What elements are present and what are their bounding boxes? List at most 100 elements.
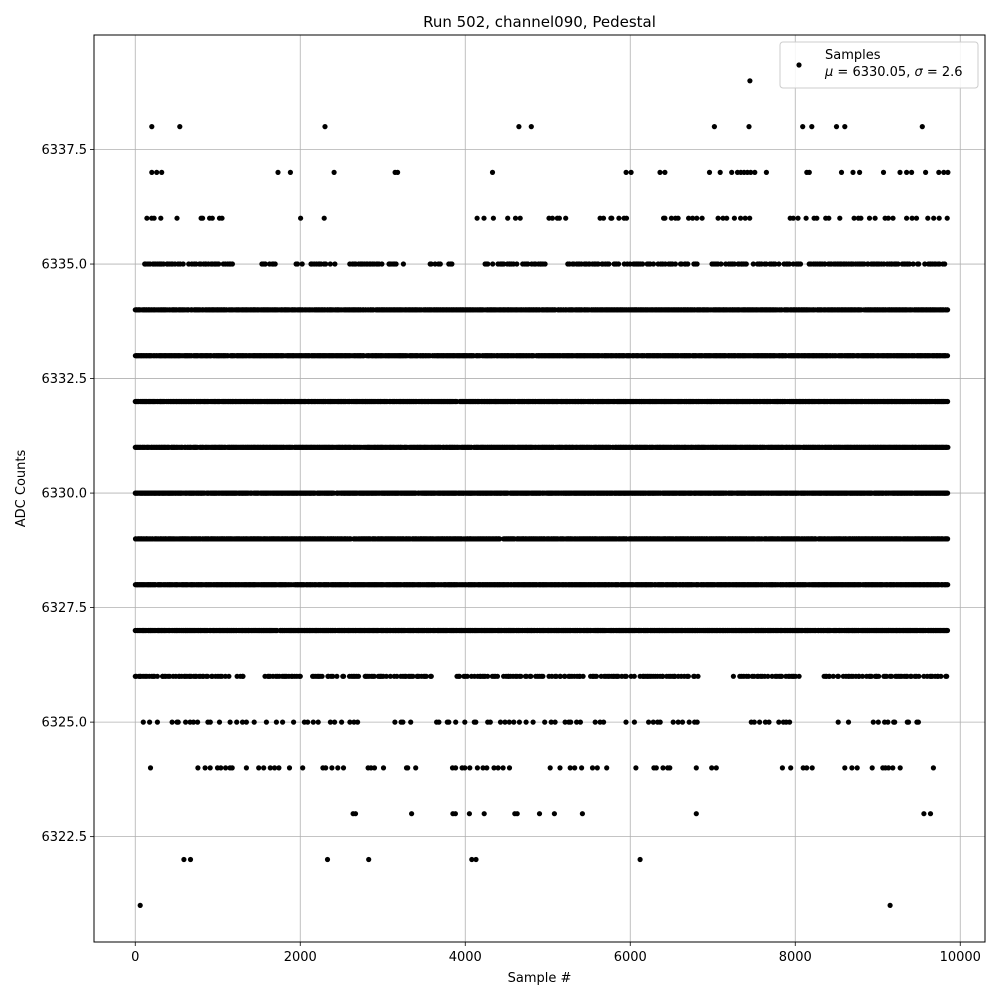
data-point [294,261,301,267]
data-point [595,261,601,267]
data-point [332,261,338,267]
data-point [219,215,225,221]
data-point [910,261,916,267]
data-point [616,261,622,267]
data-point [731,215,738,221]
data-point [690,215,696,221]
data-point [514,261,520,267]
data-point [906,261,913,267]
data-point [662,215,668,221]
data-point [675,215,681,221]
data-point [763,261,769,267]
data-point [298,215,304,221]
data-point [272,261,278,267]
data-point [485,261,491,267]
data-point [229,261,235,267]
data-point [393,261,399,267]
data-point [694,215,700,221]
data-point [944,353,951,359]
data-point [490,261,496,267]
data-point [158,215,164,221]
data-point [913,215,920,221]
data-point [803,215,809,221]
data-point [822,261,828,267]
data-point [428,261,434,267]
data-point [922,261,928,267]
data-point [945,398,951,405]
data-point [797,261,804,267]
data-point [180,261,186,267]
data-point [826,215,832,221]
data-point [437,261,443,267]
data-point [549,215,556,221]
data-point [542,261,548,267]
data-points [132,78,951,909]
data-point [731,261,738,267]
data-point [742,215,748,221]
data-point [895,261,901,267]
data-point [216,261,222,267]
data-point [299,261,305,267]
data-point [563,215,569,221]
data-point [474,215,480,221]
data-point [750,261,756,267]
data-point [650,261,657,267]
data-point [872,215,878,221]
data-point [715,215,721,221]
data-point [724,215,730,221]
data-point [400,261,406,267]
data-point [209,215,215,221]
data-point [694,261,700,267]
data-point [517,215,523,221]
data-point [904,215,910,221]
data-point [672,261,679,267]
data-point [866,215,873,221]
data-point [623,215,630,221]
data-point [490,215,496,221]
data-point [851,215,857,221]
data-point [600,215,607,221]
data-point [885,215,891,221]
data-point [738,215,744,221]
data-point [718,261,724,267]
data-point [837,215,843,221]
data-point [606,261,612,267]
data-point [321,215,327,221]
data-point [449,261,455,267]
data-point [916,261,922,267]
data-point [512,215,519,221]
data-point [776,261,782,267]
data-point [481,215,487,221]
data-point [790,215,796,221]
data-point [151,215,157,221]
data-point [501,261,507,267]
data-point [747,215,753,221]
data-point [685,261,691,267]
data-point [262,261,268,267]
data-point [525,261,531,267]
data-point [609,215,615,221]
data-point [944,215,950,221]
data-point [379,261,385,267]
data-point [858,215,864,221]
data-point [786,261,793,267]
data-point [743,261,749,267]
data-point [699,215,705,221]
data-point [686,215,692,221]
data-point [942,261,948,267]
data-point [909,215,915,221]
data-point [174,215,180,221]
data-point [323,261,329,267]
data-point [936,215,942,221]
data-point [945,444,951,450]
data-point [640,261,646,267]
data-point [556,215,563,221]
data-point [945,307,951,313]
data-point [795,215,801,221]
data-point [327,261,333,267]
data-point [814,215,820,221]
data-point [772,261,778,267]
data-point [616,215,622,221]
